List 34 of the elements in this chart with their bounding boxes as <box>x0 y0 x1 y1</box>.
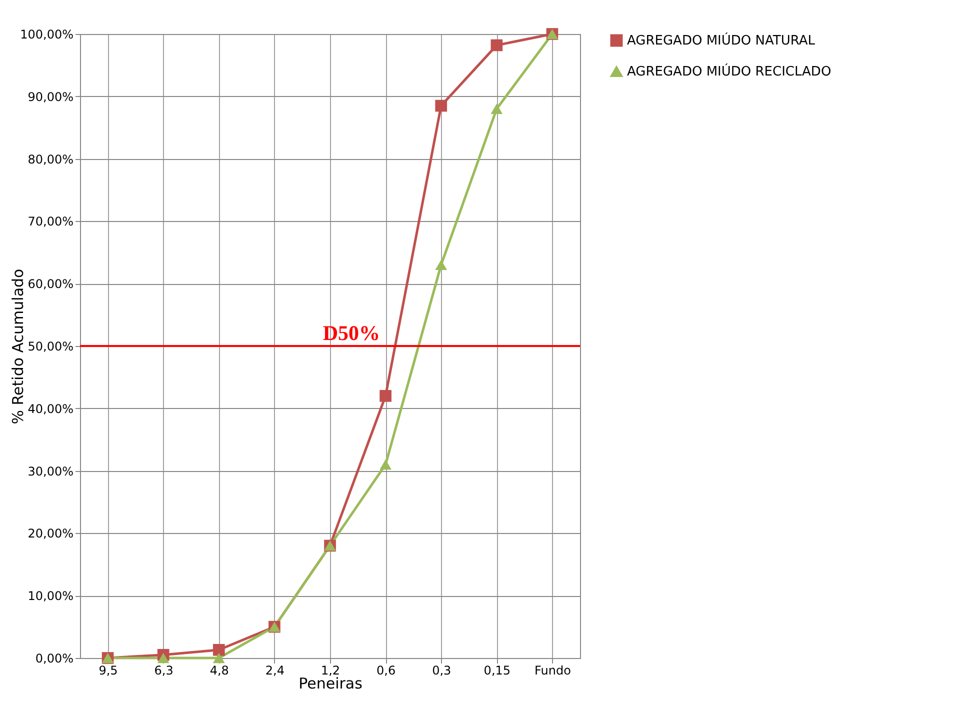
y-tick-label: 100,00% <box>20 28 74 42</box>
legend-label: AGREGADO MIÚDO NATURAL <box>627 32 816 48</box>
ref-line-label: D50% <box>322 321 380 345</box>
point <box>212 652 225 664</box>
y-tick-label: 70,00% <box>28 214 74 229</box>
y-tick-label: 60,00% <box>28 277 74 292</box>
point <box>435 260 448 270</box>
x-axis-title: Peneiras <box>298 674 363 692</box>
y-axis-title: % Retido Acumulado <box>9 268 28 424</box>
point <box>157 652 170 664</box>
y-tick-label: 20,00% <box>28 526 74 541</box>
y-tick-label: 50,00% <box>28 340 74 354</box>
point <box>435 100 448 112</box>
point <box>380 390 392 402</box>
y-tick-label: 30,00% <box>28 464 74 478</box>
x-tick-label: 6,3 <box>154 664 174 678</box>
x-tick-label: 2,4 <box>265 664 284 678</box>
y-tick-label: 80,00% <box>28 152 74 166</box>
legend-label: AGREGADO MIÚDO RECICLADO <box>627 62 832 80</box>
x-tick-label: 1,2 <box>320 664 340 678</box>
x-tick-label: 4,8 <box>210 664 229 678</box>
point <box>490 39 503 52</box>
x-tick-label: Fundo <box>534 664 571 678</box>
y-tick-label: 0,00% <box>35 652 74 666</box>
x-tick-label: 9,5 <box>98 664 118 678</box>
x-tick-label: 0,15 <box>484 664 511 678</box>
point <box>380 459 392 470</box>
point <box>490 104 503 114</box>
point <box>212 644 225 656</box>
y-tick-label: 40,00% <box>28 402 74 416</box>
x-tick-label: 0,3 <box>432 664 452 678</box>
x-tick-label: 0,6 <box>376 664 396 678</box>
y-tick-label: 10,00% <box>28 589 74 604</box>
y-tick-label: 90,00% <box>28 90 74 104</box>
